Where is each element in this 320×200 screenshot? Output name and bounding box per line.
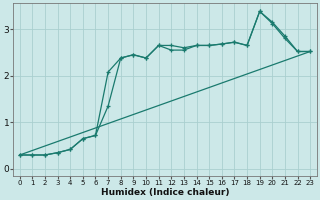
X-axis label: Humidex (Indice chaleur): Humidex (Indice chaleur) <box>101 188 229 197</box>
